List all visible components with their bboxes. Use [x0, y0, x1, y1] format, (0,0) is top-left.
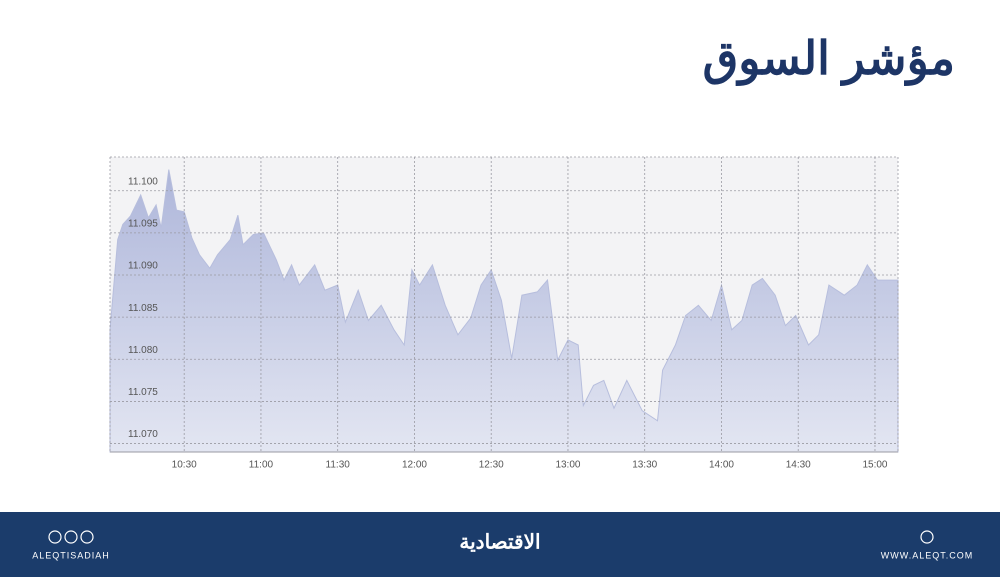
x-tick-label: 14:30 [786, 460, 811, 471]
x-tick-label: 10:30 [172, 460, 197, 471]
y-tick-label: 11.080 [128, 345, 158, 356]
footer-brand: الاقتصادية [459, 531, 540, 553]
y-tick-label: 11.100 [128, 176, 158, 187]
x-tick-label: 15:00 [862, 460, 887, 471]
y-tick-label: 11.075 [128, 387, 158, 398]
x-tick-label: 14:00 [709, 460, 734, 471]
area [109, 169, 899, 453]
footer-bar [0, 512, 1000, 577]
social-icons [48, 530, 934, 544]
y-tick-label: 11.085 [128, 303, 158, 314]
chart-title: مؤشر السوق [703, 32, 955, 86]
y-tick-label: 11.095 [128, 218, 158, 229]
footer-handle: ALEQTISADIAH [32, 550, 110, 560]
footer-website: WWW.ALEQT.COM [881, 550, 974, 560]
y-tick-label: 11.090 [128, 261, 158, 272]
x-tick-label: 12:30 [479, 460, 504, 471]
x-tick-label: 12:00 [402, 460, 427, 471]
x-tick-label: 11:00 [249, 460, 274, 471]
x-tick-label: 11:30 [326, 460, 351, 471]
y-tick-label: 11.070 [128, 429, 158, 440]
x-tick-label: 13:30 [632, 460, 657, 471]
x-tick-label: 13:00 [555, 460, 580, 471]
